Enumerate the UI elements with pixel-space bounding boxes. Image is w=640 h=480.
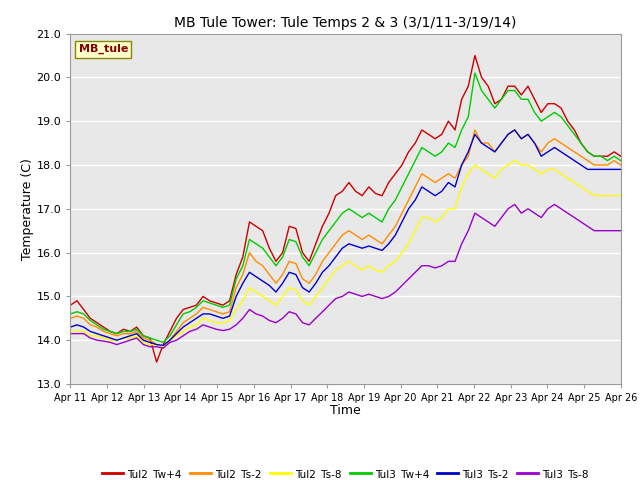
X-axis label: Time: Time — [330, 405, 361, 418]
Y-axis label: Temperature (C): Temperature (C) — [21, 158, 34, 260]
Text: MB_tule: MB_tule — [79, 44, 128, 54]
Title: MB Tule Tower: Tule Temps 2 & 3 (3/1/11-3/19/14): MB Tule Tower: Tule Temps 2 & 3 (3/1/11-… — [175, 16, 516, 30]
Legend: Tul2_Tw+4, Tul2_Ts-2, Tul2_Ts-8, Tul3_Tw+4, Tul3_Ts-2, Tul3_Ts-8: Tul2_Tw+4, Tul2_Ts-2, Tul2_Ts-8, Tul3_Tw… — [98, 465, 593, 480]
